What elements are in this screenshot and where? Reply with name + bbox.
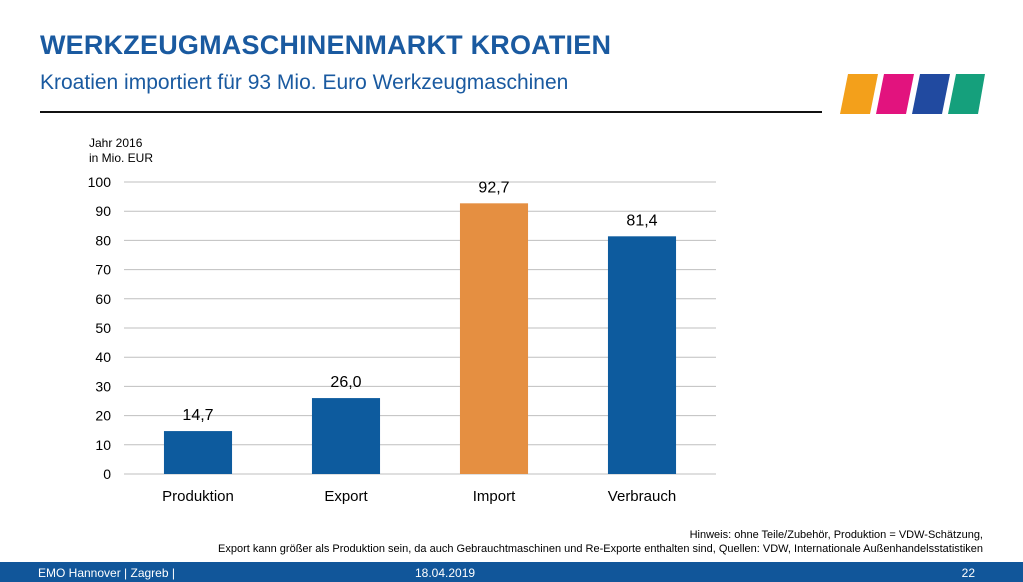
logo-stripe-blue	[912, 74, 950, 114]
y-tick-label: 60	[95, 291, 111, 307]
x-tick-label: Verbrauch	[608, 488, 676, 505]
logo-stripe-orange	[840, 74, 878, 114]
logo-stripe-green	[948, 74, 985, 114]
data-label: 26,0	[330, 374, 361, 391]
y-tick-label: 20	[95, 408, 111, 424]
y-tick-label: 50	[95, 320, 111, 336]
unit-label-currency: in Mio. EUR	[89, 151, 153, 165]
x-tick-label: Export	[324, 488, 368, 505]
footer-bar: EMO Hannover | Zagreb | 18.04.2019 22	[0, 562, 1023, 582]
page-title: WERKZEUGMASCHINENMARKT KROATIEN	[40, 30, 612, 60]
footer-date: 18.04.2019	[415, 566, 476, 580]
unit-label-year: Jahr 2016	[89, 136, 143, 150]
y-tick-label: 90	[95, 203, 111, 219]
note-line-1: Hinweis: ohne Teile/Zubehör, Produktion …	[689, 529, 983, 541]
bar-export	[311, 398, 381, 474]
x-tick-label: Produktion	[162, 488, 234, 505]
footer-page-number: 22	[961, 566, 975, 580]
data-label: 81,4	[626, 212, 657, 229]
bar-produktion	[163, 431, 233, 474]
title-divider	[40, 111, 822, 113]
bar-import	[459, 203, 529, 475]
logo-stripe-magenta	[876, 74, 914, 114]
bar-verbrauch	[607, 236, 677, 474]
y-tick-label: 70	[95, 262, 111, 278]
data-label: 92,7	[478, 179, 509, 196]
y-tick-label: 0	[103, 466, 111, 482]
data-label: 14,7	[182, 407, 213, 424]
brand-logo	[840, 74, 985, 114]
footer-event: EMO Hannover | Zagreb |	[38, 566, 175, 580]
y-tick-label: 100	[88, 174, 112, 190]
note-line-2: Export kann größer als Produktion sein, …	[218, 543, 983, 555]
y-tick-label: 40	[95, 349, 111, 365]
y-tick-label: 30	[95, 378, 111, 394]
y-tick-label: 10	[95, 437, 111, 453]
x-tick-label: Import	[473, 488, 516, 505]
page-subtitle: Kroatien importiert für 93 Mio. Euro Wer…	[40, 71, 569, 94]
y-tick-label: 80	[95, 232, 111, 248]
